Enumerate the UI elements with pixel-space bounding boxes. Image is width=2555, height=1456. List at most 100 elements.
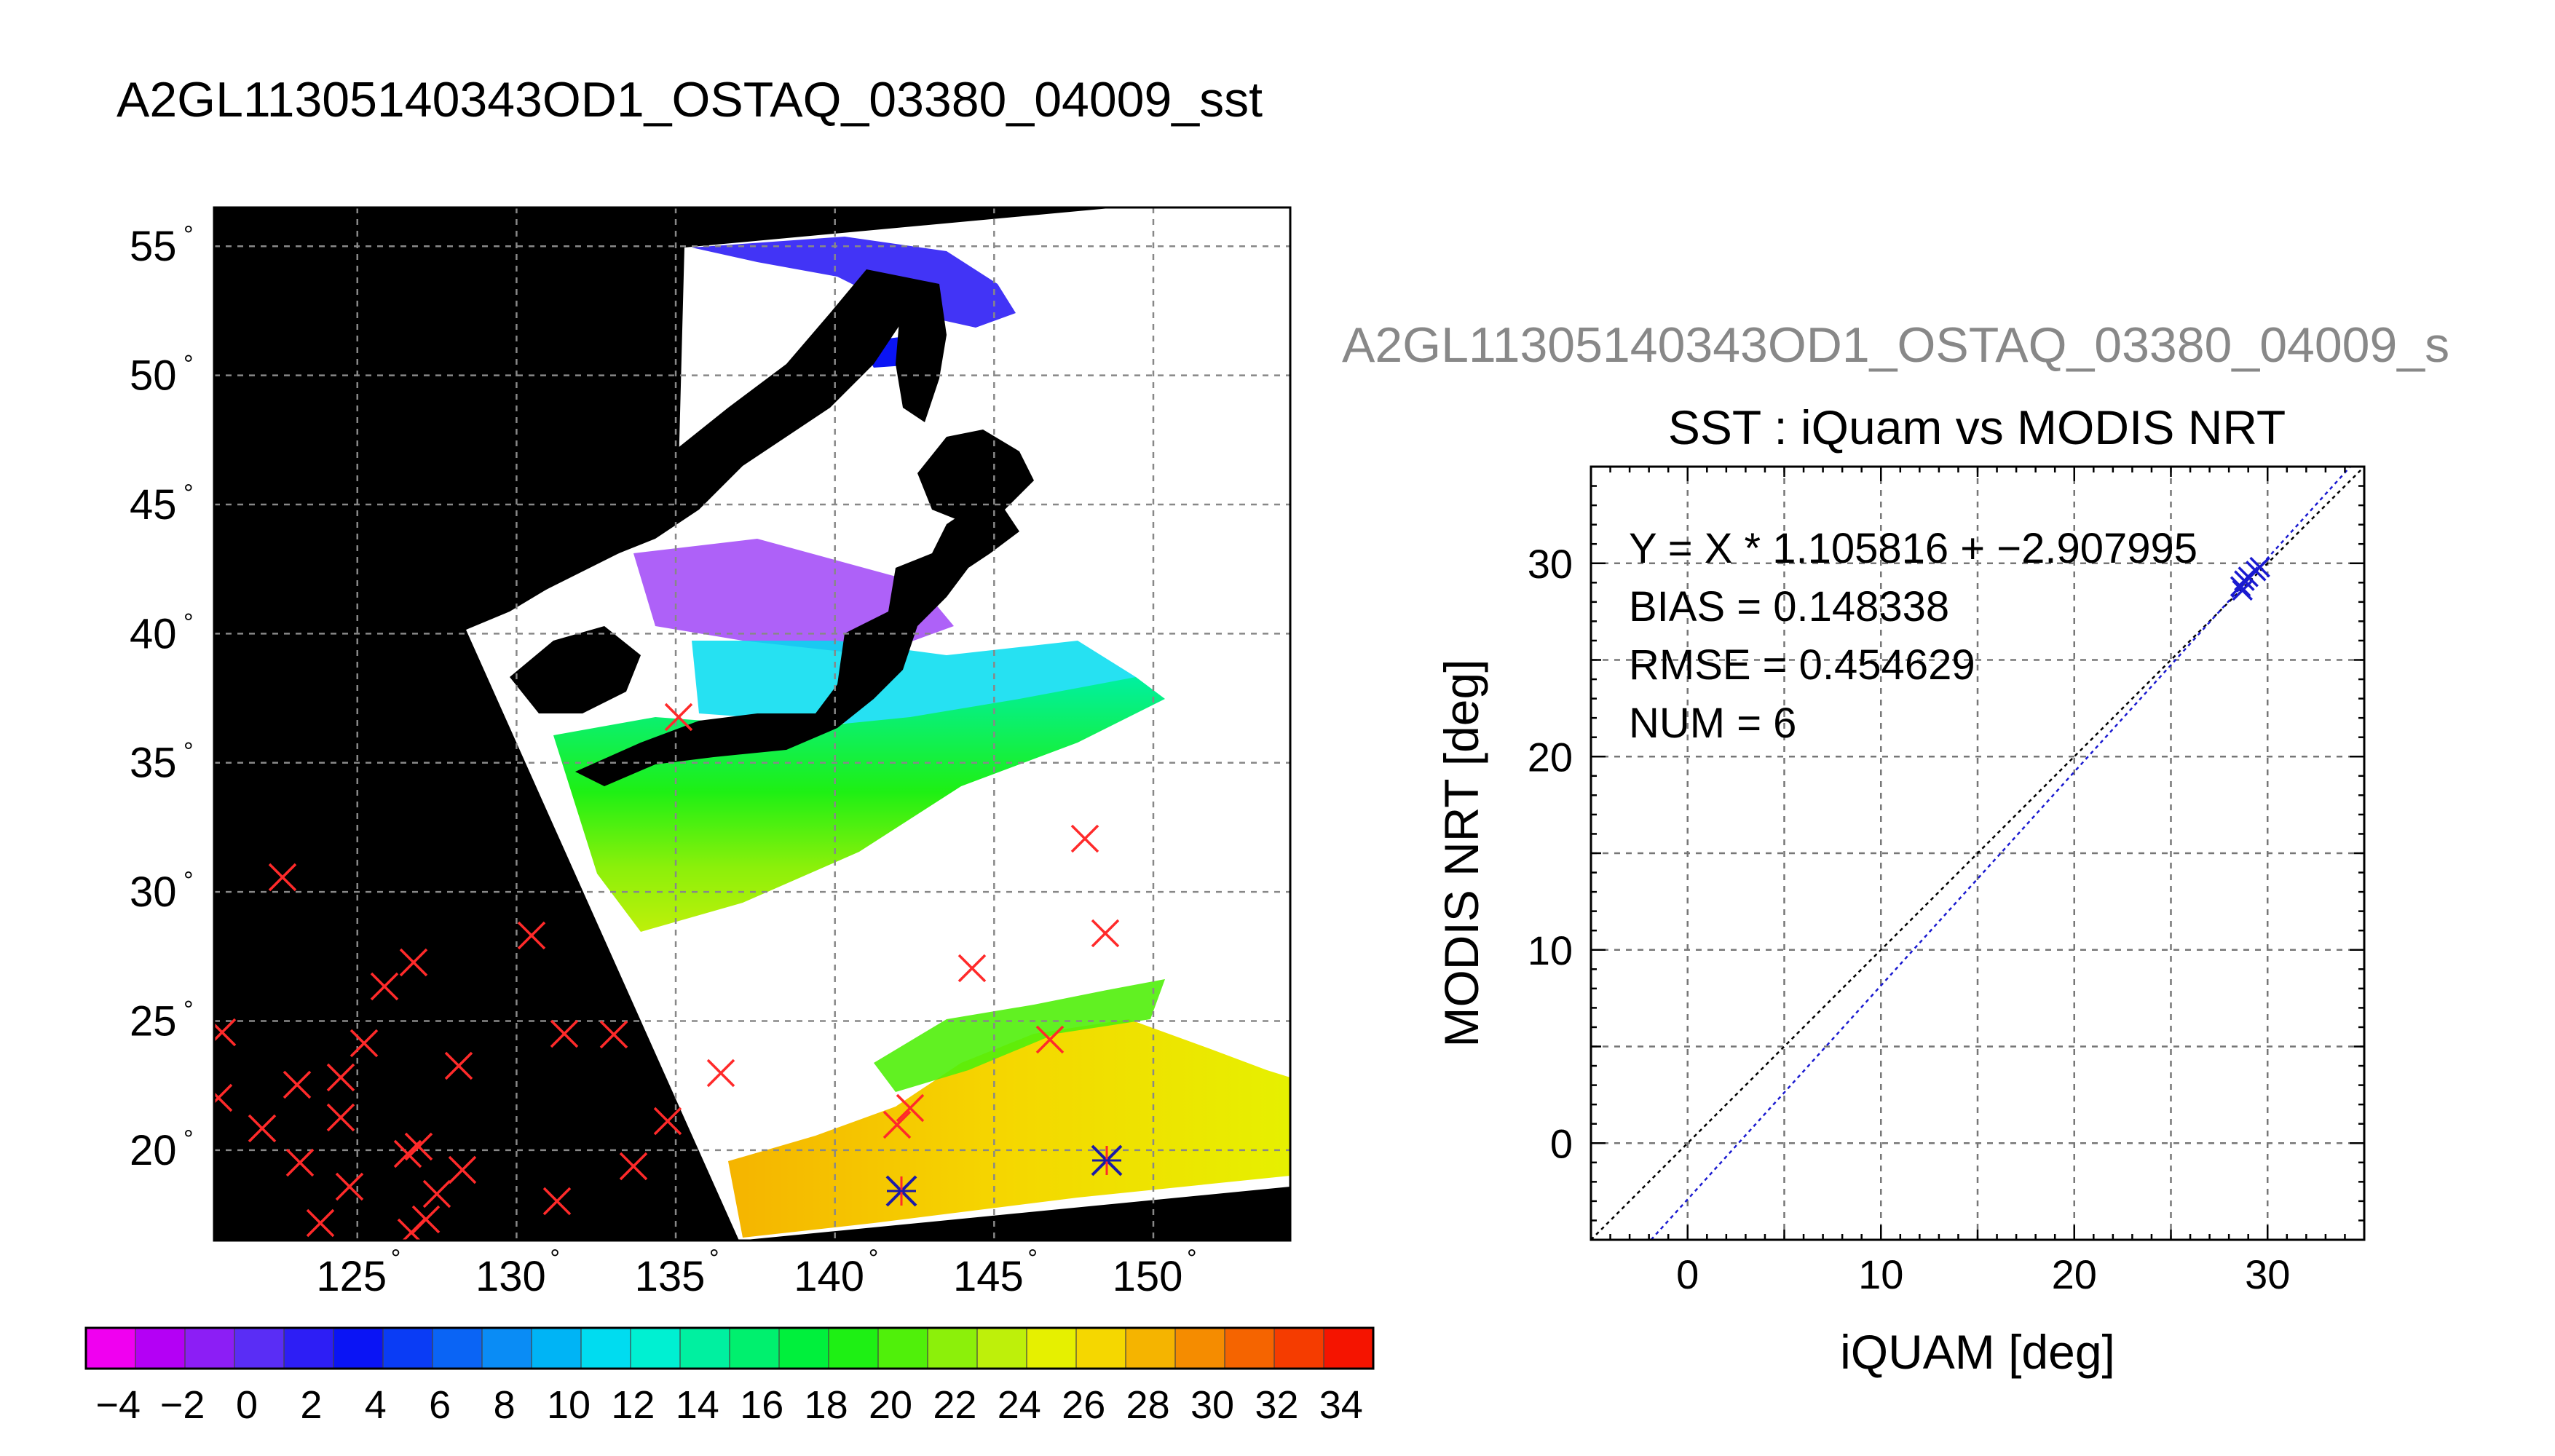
latitude-label: 45 xyxy=(130,481,177,529)
colorbar-cell xyxy=(581,1328,631,1369)
regression-line xyxy=(1650,466,2351,1241)
matched-marker xyxy=(885,1175,917,1207)
longitude-labels: 125 ° 130 ° 135 ° 140 ° 145 ° 150 ° xyxy=(316,1245,1196,1300)
longitude-label: 150 xyxy=(1113,1253,1183,1300)
station-marker xyxy=(370,972,399,1001)
y-tick-labels: 0 10 20 30 xyxy=(1528,541,1573,1167)
y-tick-label: 20 xyxy=(1528,734,1573,780)
colorbar-label: 12 xyxy=(611,1383,655,1427)
data-point xyxy=(2232,579,2253,601)
station-marker xyxy=(1070,824,1099,853)
scatter-subtitle: A2GL11305140343OD1_OSTAQ_03380_04009_s xyxy=(1342,317,2449,373)
colorbar-cell xyxy=(928,1328,978,1369)
longitude-label: 125 xyxy=(316,1253,387,1300)
colorbar-cells xyxy=(86,1328,1374,1369)
plot-frame xyxy=(1590,465,2366,1241)
colorbar-label: 30 xyxy=(1190,1383,1234,1427)
degree-symbol: ° xyxy=(709,1245,719,1273)
colorbar-cell xyxy=(1076,1328,1126,1369)
colorbar-cell xyxy=(829,1328,879,1369)
station-marker xyxy=(326,1063,355,1092)
colorbar-cell xyxy=(730,1328,780,1369)
identity-line xyxy=(1590,466,2365,1241)
station-marker xyxy=(448,1155,477,1184)
sst-green-patch xyxy=(874,979,1165,1092)
x-tick-label: 0 xyxy=(1676,1251,1699,1297)
land-mainland-edge xyxy=(466,269,903,630)
degree-symbol: ° xyxy=(183,867,194,895)
colorbar-label: −4 xyxy=(95,1383,141,1427)
station-marker xyxy=(214,1018,237,1047)
degree-symbol: ° xyxy=(550,1245,560,1273)
stats-annotation: Y = X * 1.105816 + −2.907995 xyxy=(1629,525,2197,572)
colorbar-cell xyxy=(1324,1328,1374,1369)
degree-symbol: ° xyxy=(183,609,194,636)
colorbar-label: 4 xyxy=(365,1383,387,1427)
colorbar-label: 8 xyxy=(494,1383,516,1427)
latitude-labels: 55 °50 °45 °40 °35 °30 °25 °20 ° xyxy=(130,221,194,1174)
x-tick-labels: 0 10 20 30 xyxy=(1676,1251,2290,1297)
station-marker xyxy=(326,1103,355,1132)
colorbar-cell xyxy=(1225,1328,1275,1369)
y-tick-label: 0 xyxy=(1550,1120,1573,1166)
colorbar-cell xyxy=(333,1328,384,1369)
station-marker xyxy=(957,954,987,983)
scatter-panel: SST : iQuam vs MODIS NRT Y = X * 1.10581… xyxy=(1434,400,2366,1379)
colorbar-label: 18 xyxy=(805,1383,848,1427)
colorbar-cell xyxy=(1126,1328,1176,1369)
stats-annotations: Y = X * 1.105816 + −2.907995 BIAS = 0.148… xyxy=(1629,525,2197,747)
colorbar-cell xyxy=(532,1328,582,1369)
longitude-label: 135 xyxy=(635,1253,706,1300)
figure-title: A2GL11305140343OD1_OSTAQ_03380_04009_sst xyxy=(117,72,1263,127)
colorbar-cell xyxy=(631,1328,681,1369)
station-marker xyxy=(397,1218,426,1241)
land-korea-peninsula xyxy=(510,626,641,713)
station-marker xyxy=(896,1093,925,1123)
colorbar-label: 34 xyxy=(1319,1383,1363,1427)
station-marker xyxy=(399,948,428,977)
colorbar-cell xyxy=(284,1328,334,1369)
x-tick-label: 20 xyxy=(2052,1251,2097,1297)
degree-symbol: ° xyxy=(183,1125,194,1153)
station-marker xyxy=(619,1152,648,1181)
station-marker xyxy=(1091,919,1120,948)
station-marker xyxy=(517,921,546,950)
land-sakhalin xyxy=(896,277,947,422)
station-marker xyxy=(444,1051,473,1080)
x-tick-label: 10 xyxy=(1858,1251,1903,1297)
latitude-label: 20 xyxy=(130,1127,177,1174)
station-marker xyxy=(404,1132,433,1161)
matched-marker xyxy=(1091,1144,1123,1176)
x-tick-label: 30 xyxy=(2245,1251,2290,1297)
colorbar-cell xyxy=(482,1328,532,1369)
y-tick-label: 30 xyxy=(1528,541,1573,587)
colorbar-cell xyxy=(383,1328,433,1369)
station-marker xyxy=(350,1029,379,1058)
colorbar-label: −2 xyxy=(160,1383,205,1427)
colorbar-label: 26 xyxy=(1062,1383,1105,1427)
degree-symbol: ° xyxy=(183,996,194,1024)
chart-title: SST : iQuam vs MODIS NRT xyxy=(1668,400,2286,454)
latitude-label: 55 xyxy=(130,223,177,270)
degree-symbol: ° xyxy=(391,1245,401,1273)
station-marker xyxy=(550,1019,579,1048)
stats-annotation: NUM = 6 xyxy=(1629,700,1796,747)
stats-annotation: BIAS = 0.148338 xyxy=(1629,583,1949,630)
scatter-lines xyxy=(1590,466,2365,1241)
colorbar-cell xyxy=(86,1328,136,1369)
degree-symbol: ° xyxy=(1027,1245,1038,1273)
station-marker xyxy=(283,1070,312,1099)
colorbar-label: 14 xyxy=(676,1383,719,1427)
longitude-label: 130 xyxy=(475,1253,546,1300)
colorbar-cell xyxy=(977,1328,1027,1369)
station-marker xyxy=(335,1172,364,1201)
colorbar-label: 24 xyxy=(998,1383,1041,1427)
colorbar-cell xyxy=(433,1328,483,1369)
degree-symbol: ° xyxy=(183,480,194,507)
degree-symbol: ° xyxy=(183,221,194,249)
station-marker xyxy=(306,1208,335,1238)
station-marker xyxy=(882,1110,912,1139)
station-marker xyxy=(599,1020,628,1049)
station-marker xyxy=(422,1179,451,1208)
station-marker xyxy=(706,1059,735,1088)
